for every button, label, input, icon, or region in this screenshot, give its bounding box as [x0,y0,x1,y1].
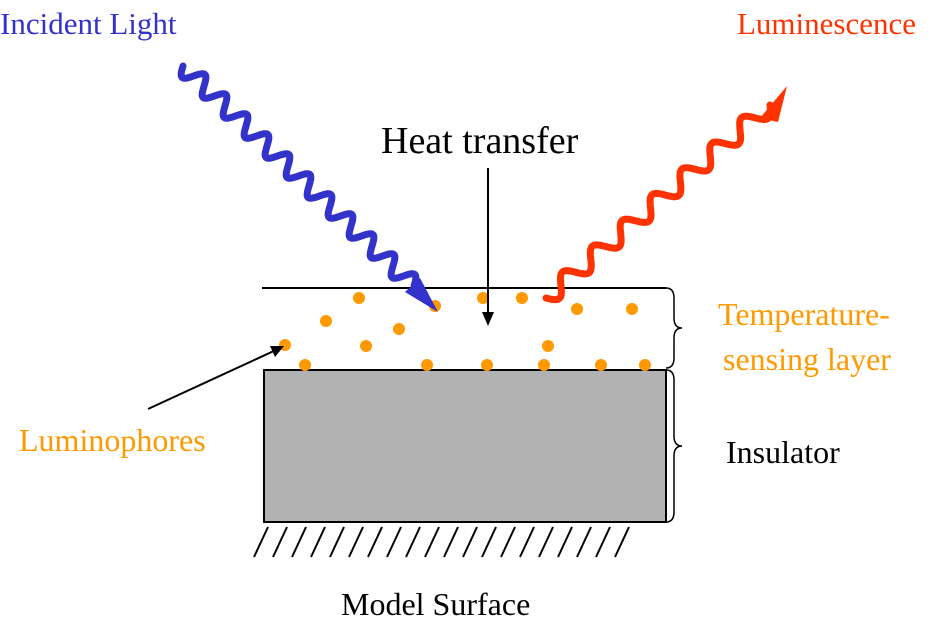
luminophore-dot [626,303,638,315]
ground-hatch [253,526,630,558]
hatch-line [253,526,269,558]
temperature-layer-brace [665,287,683,369]
luminophore-dot [639,359,651,371]
hatch-line [576,526,592,558]
temperature-layer-label-line1: Temperature- [718,296,890,332]
hatch-line [595,526,611,558]
luminophore-dot [538,359,550,371]
luminophores-label: Luminophores [19,422,206,458]
insulator-label: Insulator [726,434,840,470]
hatch-line [557,526,573,558]
luminophore-dot [353,292,365,304]
incident-light-arrowhead [405,278,438,312]
luminophores-pointer-line [147,349,277,410]
luminescence-label: Luminescence [737,6,917,41]
hatch-line [329,526,345,558]
hatch-line [538,526,554,558]
hatch-line [500,526,516,558]
luminophore-dots [279,292,651,371]
hatch-line [519,526,535,558]
luminescence-arrowhead [760,86,787,122]
heat-transfer-arrowhead [482,312,494,326]
hatch-line [348,526,364,558]
luminophore-dot [481,359,493,371]
luminophore-dot [320,315,332,327]
luminescence-wave [542,101,774,304]
insulator-brace [665,369,683,523]
hatch-line [405,526,421,558]
incident-light-wave [177,62,420,290]
hatch-line [291,526,307,558]
luminophore-dot [595,359,607,371]
luminophore-dot [542,340,554,352]
hatch-line [367,526,383,558]
incident-light-label: Incident Light [0,6,177,41]
luminophores-pointer-head [270,346,284,357]
hatch-line [310,526,326,558]
luminophore-dot [299,359,311,371]
luminophore-dot [516,292,528,304]
luminophore-dot [393,323,405,335]
hatch-line [614,526,630,558]
luminophore-dot [571,303,583,315]
temperature-layer-label-line2: sensing layer [723,341,891,377]
luminophore-dot [477,292,489,304]
insulator-block [263,369,667,523]
hatch-line [272,526,288,558]
luminophore-dot [360,340,372,352]
hatch-line [424,526,440,558]
hatch-line [462,526,478,558]
heat-transfer-label: Heat transfer [381,120,579,162]
model-surface-label: Model Surface [341,586,531,622]
hatch-line [386,526,402,558]
hatch-line [481,526,497,558]
luminophore-dot [421,359,433,371]
hatch-line [443,526,459,558]
